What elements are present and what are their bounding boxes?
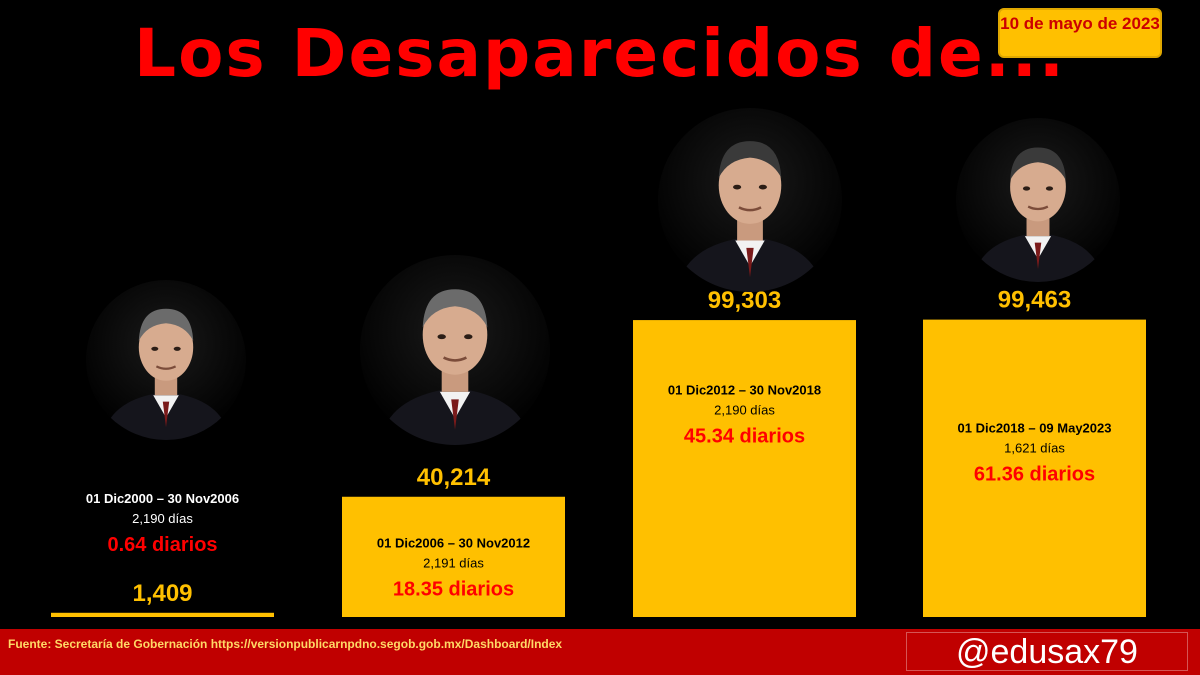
portrait-icon: [86, 280, 246, 440]
period-label: 01 Dic2018 – 09 May2023: [958, 421, 1112, 436]
bar-chart: 1,409 01 Dic2000 – 30 Nov2006 2,190 días 0.…: [51, 287, 1146, 617]
bar: [51, 612, 274, 617]
value-label: 1,409: [132, 580, 192, 607]
bar: [342, 496, 565, 617]
portrait-icon: [658, 108, 842, 292]
rate-label: 18.35 diarios: [393, 578, 514, 600]
days-label: 2,190 días: [714, 402, 775, 417]
value-label: 40,214: [417, 464, 491, 491]
page-title: Los Desaparecidos de...: [134, 15, 1066, 92]
rate-label: 61.36 diarios: [974, 464, 1095, 486]
date-badge: 10 de mayo de 2023: [998, 8, 1162, 58]
footer-bar: Fuente: Secretaría de Gobernación https:…: [0, 629, 1200, 675]
portrait-icon: [360, 255, 550, 445]
source-note: Fuente: Secretaría de Gobernación https:…: [8, 637, 563, 651]
period-label: 01 Dic2000 – 30 Nov2006: [86, 491, 239, 506]
period-label: 01 Dic2006 – 30 Nov2012: [377, 535, 530, 550]
period-label: 01 Dic2012 – 30 Nov2018: [668, 382, 821, 397]
value-label: 99,463: [998, 287, 1071, 314]
days-label: 2,191 días: [423, 555, 484, 570]
bar: [923, 319, 1146, 617]
author-handle: @edusax79: [906, 632, 1188, 671]
rate-label: 45.34 diarios: [684, 425, 805, 447]
portrait-icon: [956, 118, 1120, 282]
rate-label: 0.64 diarios: [107, 534, 217, 556]
days-label: 2,190 días: [132, 511, 193, 526]
days-label: 1,621 días: [1004, 441, 1065, 456]
bar: [633, 320, 856, 617]
